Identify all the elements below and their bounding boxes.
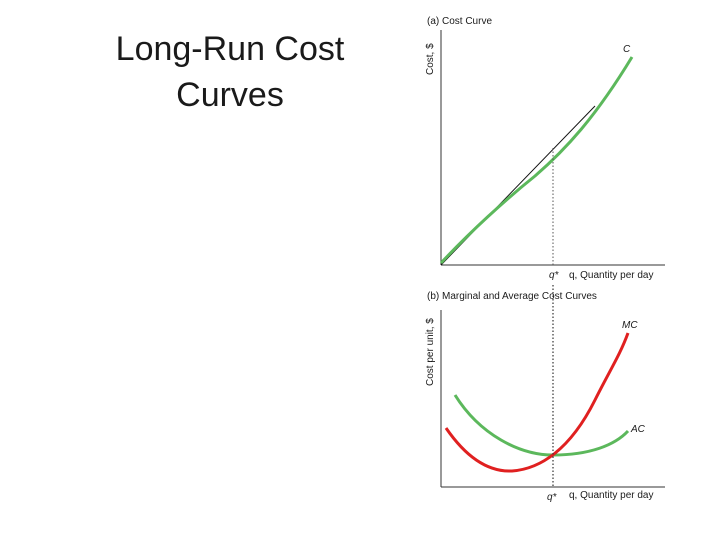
average-cost-label: AC [630, 424, 646, 435]
average-cost-curve [453, 394, 630, 457]
panel-a-q-star-label: q* [549, 270, 560, 281]
marginal-cost-label: MC [622, 320, 638, 331]
marginal-cost-curve [444, 332, 630, 473]
panel-a-x-axis-label: q, Quantity per day [569, 270, 654, 281]
panel-a-title: (a) Cost Curve [427, 16, 492, 27]
panel-a-y-axis-label: Cost, $ [425, 43, 436, 75]
panel-b-marginal-average-cost: (b) Marginal and Average Cost Curves Cos… [425, 285, 665, 503]
slide-title-line-1: Long-Run Cost [115, 30, 345, 68]
panel-b-q-star-label: q* [547, 492, 558, 503]
slide-title: Long-Run Cost Curves [60, 26, 400, 118]
panel-b-title: (b) Marginal and Average Cost Curves [427, 291, 597, 302]
panel-a-cost-curve: (a) Cost Curve Cost, $ C q* q, Quantity … [425, 16, 665, 281]
panel-b-y-axis-label: Cost per unit, $ [425, 318, 436, 386]
panel-b-x-axis-label: q, Quantity per day [569, 490, 654, 501]
cost-curve-c [439, 56, 634, 265]
slide-title-line-2: Curves [176, 76, 284, 114]
cost-curve-label: C [623, 44, 631, 55]
